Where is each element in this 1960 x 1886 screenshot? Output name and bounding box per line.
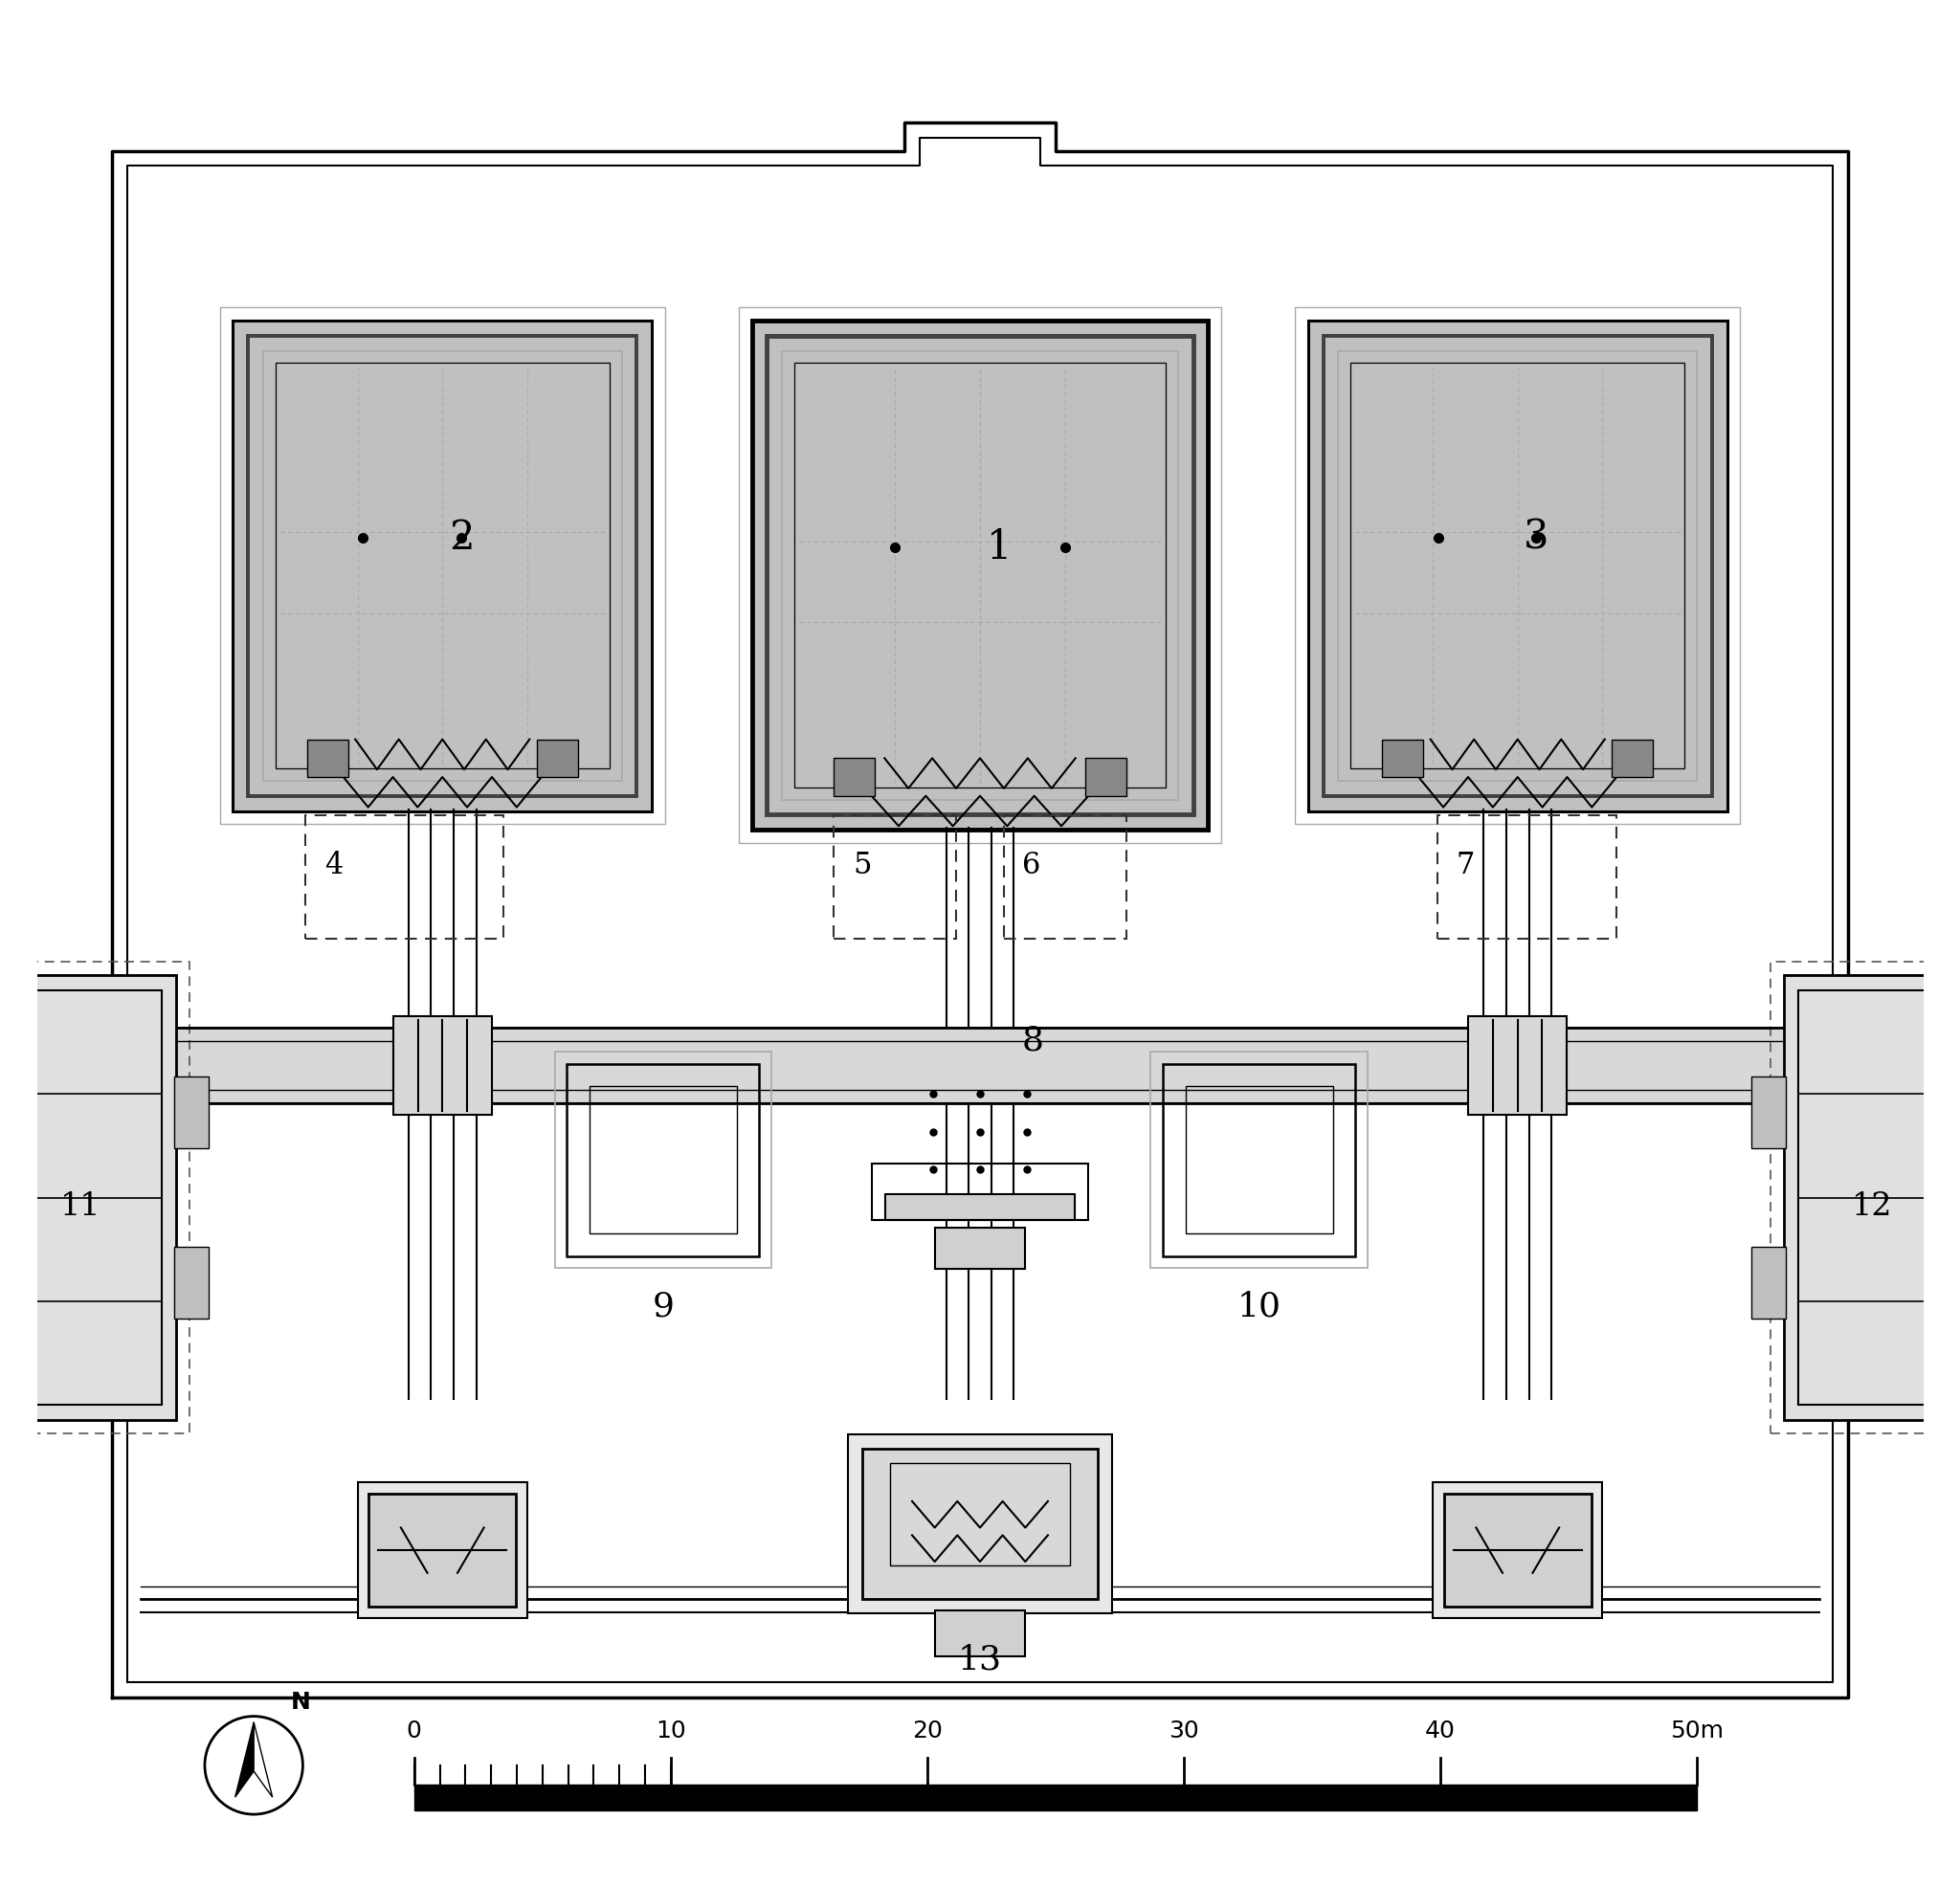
Bar bbox=[1151, 1052, 1368, 1267]
Bar bbox=[0, 975, 176, 1420]
Bar bbox=[0, 962, 190, 1433]
Bar bbox=[414, 1784, 1697, 1811]
Bar bbox=[1784, 975, 1960, 1420]
Bar bbox=[886, 1194, 1074, 1220]
Bar bbox=[1339, 351, 1697, 781]
Bar bbox=[1162, 1064, 1356, 1256]
Text: 10: 10 bbox=[1237, 1290, 1282, 1324]
Text: 1: 1 bbox=[986, 526, 1011, 568]
Bar bbox=[833, 758, 874, 796]
Bar bbox=[555, 1052, 772, 1267]
Text: 10: 10 bbox=[655, 1720, 686, 1743]
Bar bbox=[308, 739, 349, 777]
Bar bbox=[249, 336, 637, 796]
Bar bbox=[849, 1433, 1111, 1614]
Bar bbox=[1437, 815, 1617, 937]
Bar bbox=[131, 1028, 1829, 1103]
Bar bbox=[766, 336, 1194, 815]
Bar bbox=[306, 815, 504, 937]
Bar bbox=[1186, 1086, 1333, 1233]
Bar bbox=[890, 1464, 1070, 1565]
Bar bbox=[276, 364, 610, 769]
Text: 50m: 50m bbox=[1670, 1720, 1723, 1743]
Bar bbox=[537, 739, 578, 777]
Bar bbox=[753, 321, 1207, 830]
Text: 40: 40 bbox=[1425, 1720, 1456, 1743]
Bar bbox=[566, 1064, 759, 1256]
Text: 13: 13 bbox=[958, 1643, 1002, 1677]
Bar bbox=[935, 1611, 1025, 1656]
Bar bbox=[220, 307, 664, 824]
Text: 0: 0 bbox=[406, 1720, 421, 1743]
Text: 20: 20 bbox=[911, 1720, 943, 1743]
Bar bbox=[862, 1448, 1098, 1599]
Text: 8: 8 bbox=[1021, 1024, 1045, 1058]
Bar bbox=[1382, 739, 1423, 777]
Bar bbox=[1323, 336, 1711, 796]
Bar bbox=[233, 321, 653, 811]
Bar bbox=[174, 1247, 208, 1318]
Bar bbox=[1770, 962, 1960, 1433]
Text: 7: 7 bbox=[1456, 851, 1474, 881]
Bar bbox=[394, 1017, 492, 1115]
Bar bbox=[1086, 758, 1127, 796]
Bar bbox=[1445, 1494, 1592, 1607]
Bar bbox=[1350, 364, 1684, 769]
Bar bbox=[1468, 1017, 1566, 1115]
Text: 11: 11 bbox=[61, 1192, 100, 1222]
Polygon shape bbox=[235, 1722, 253, 1797]
Bar bbox=[1799, 990, 1954, 1405]
Bar bbox=[1433, 1482, 1603, 1618]
Bar bbox=[935, 1228, 1025, 1269]
Text: 6: 6 bbox=[1023, 851, 1041, 881]
Text: 5: 5 bbox=[853, 851, 872, 881]
Bar bbox=[590, 1086, 737, 1233]
Bar bbox=[174, 1077, 208, 1149]
Bar bbox=[794, 364, 1166, 788]
Bar bbox=[1752, 1247, 1786, 1318]
Bar bbox=[1296, 307, 1740, 824]
Bar bbox=[782, 351, 1178, 800]
Text: 4: 4 bbox=[325, 851, 343, 881]
Text: 2: 2 bbox=[449, 517, 474, 558]
Text: N: N bbox=[290, 1692, 310, 1714]
Text: 30: 30 bbox=[1168, 1720, 1200, 1743]
Bar bbox=[1004, 815, 1127, 937]
Bar bbox=[1611, 739, 1652, 777]
Bar bbox=[368, 1494, 515, 1607]
Bar bbox=[739, 307, 1221, 843]
Bar bbox=[1307, 321, 1727, 811]
Bar bbox=[263, 351, 621, 781]
Polygon shape bbox=[253, 1722, 272, 1797]
Bar bbox=[357, 1482, 527, 1618]
Text: 9: 9 bbox=[653, 1290, 674, 1324]
Bar bbox=[833, 815, 956, 937]
Text: 3: 3 bbox=[1523, 517, 1548, 558]
Bar bbox=[872, 1164, 1088, 1220]
Text: 12: 12 bbox=[1852, 1192, 1893, 1222]
Bar bbox=[6, 990, 161, 1405]
Bar bbox=[1752, 1077, 1786, 1149]
